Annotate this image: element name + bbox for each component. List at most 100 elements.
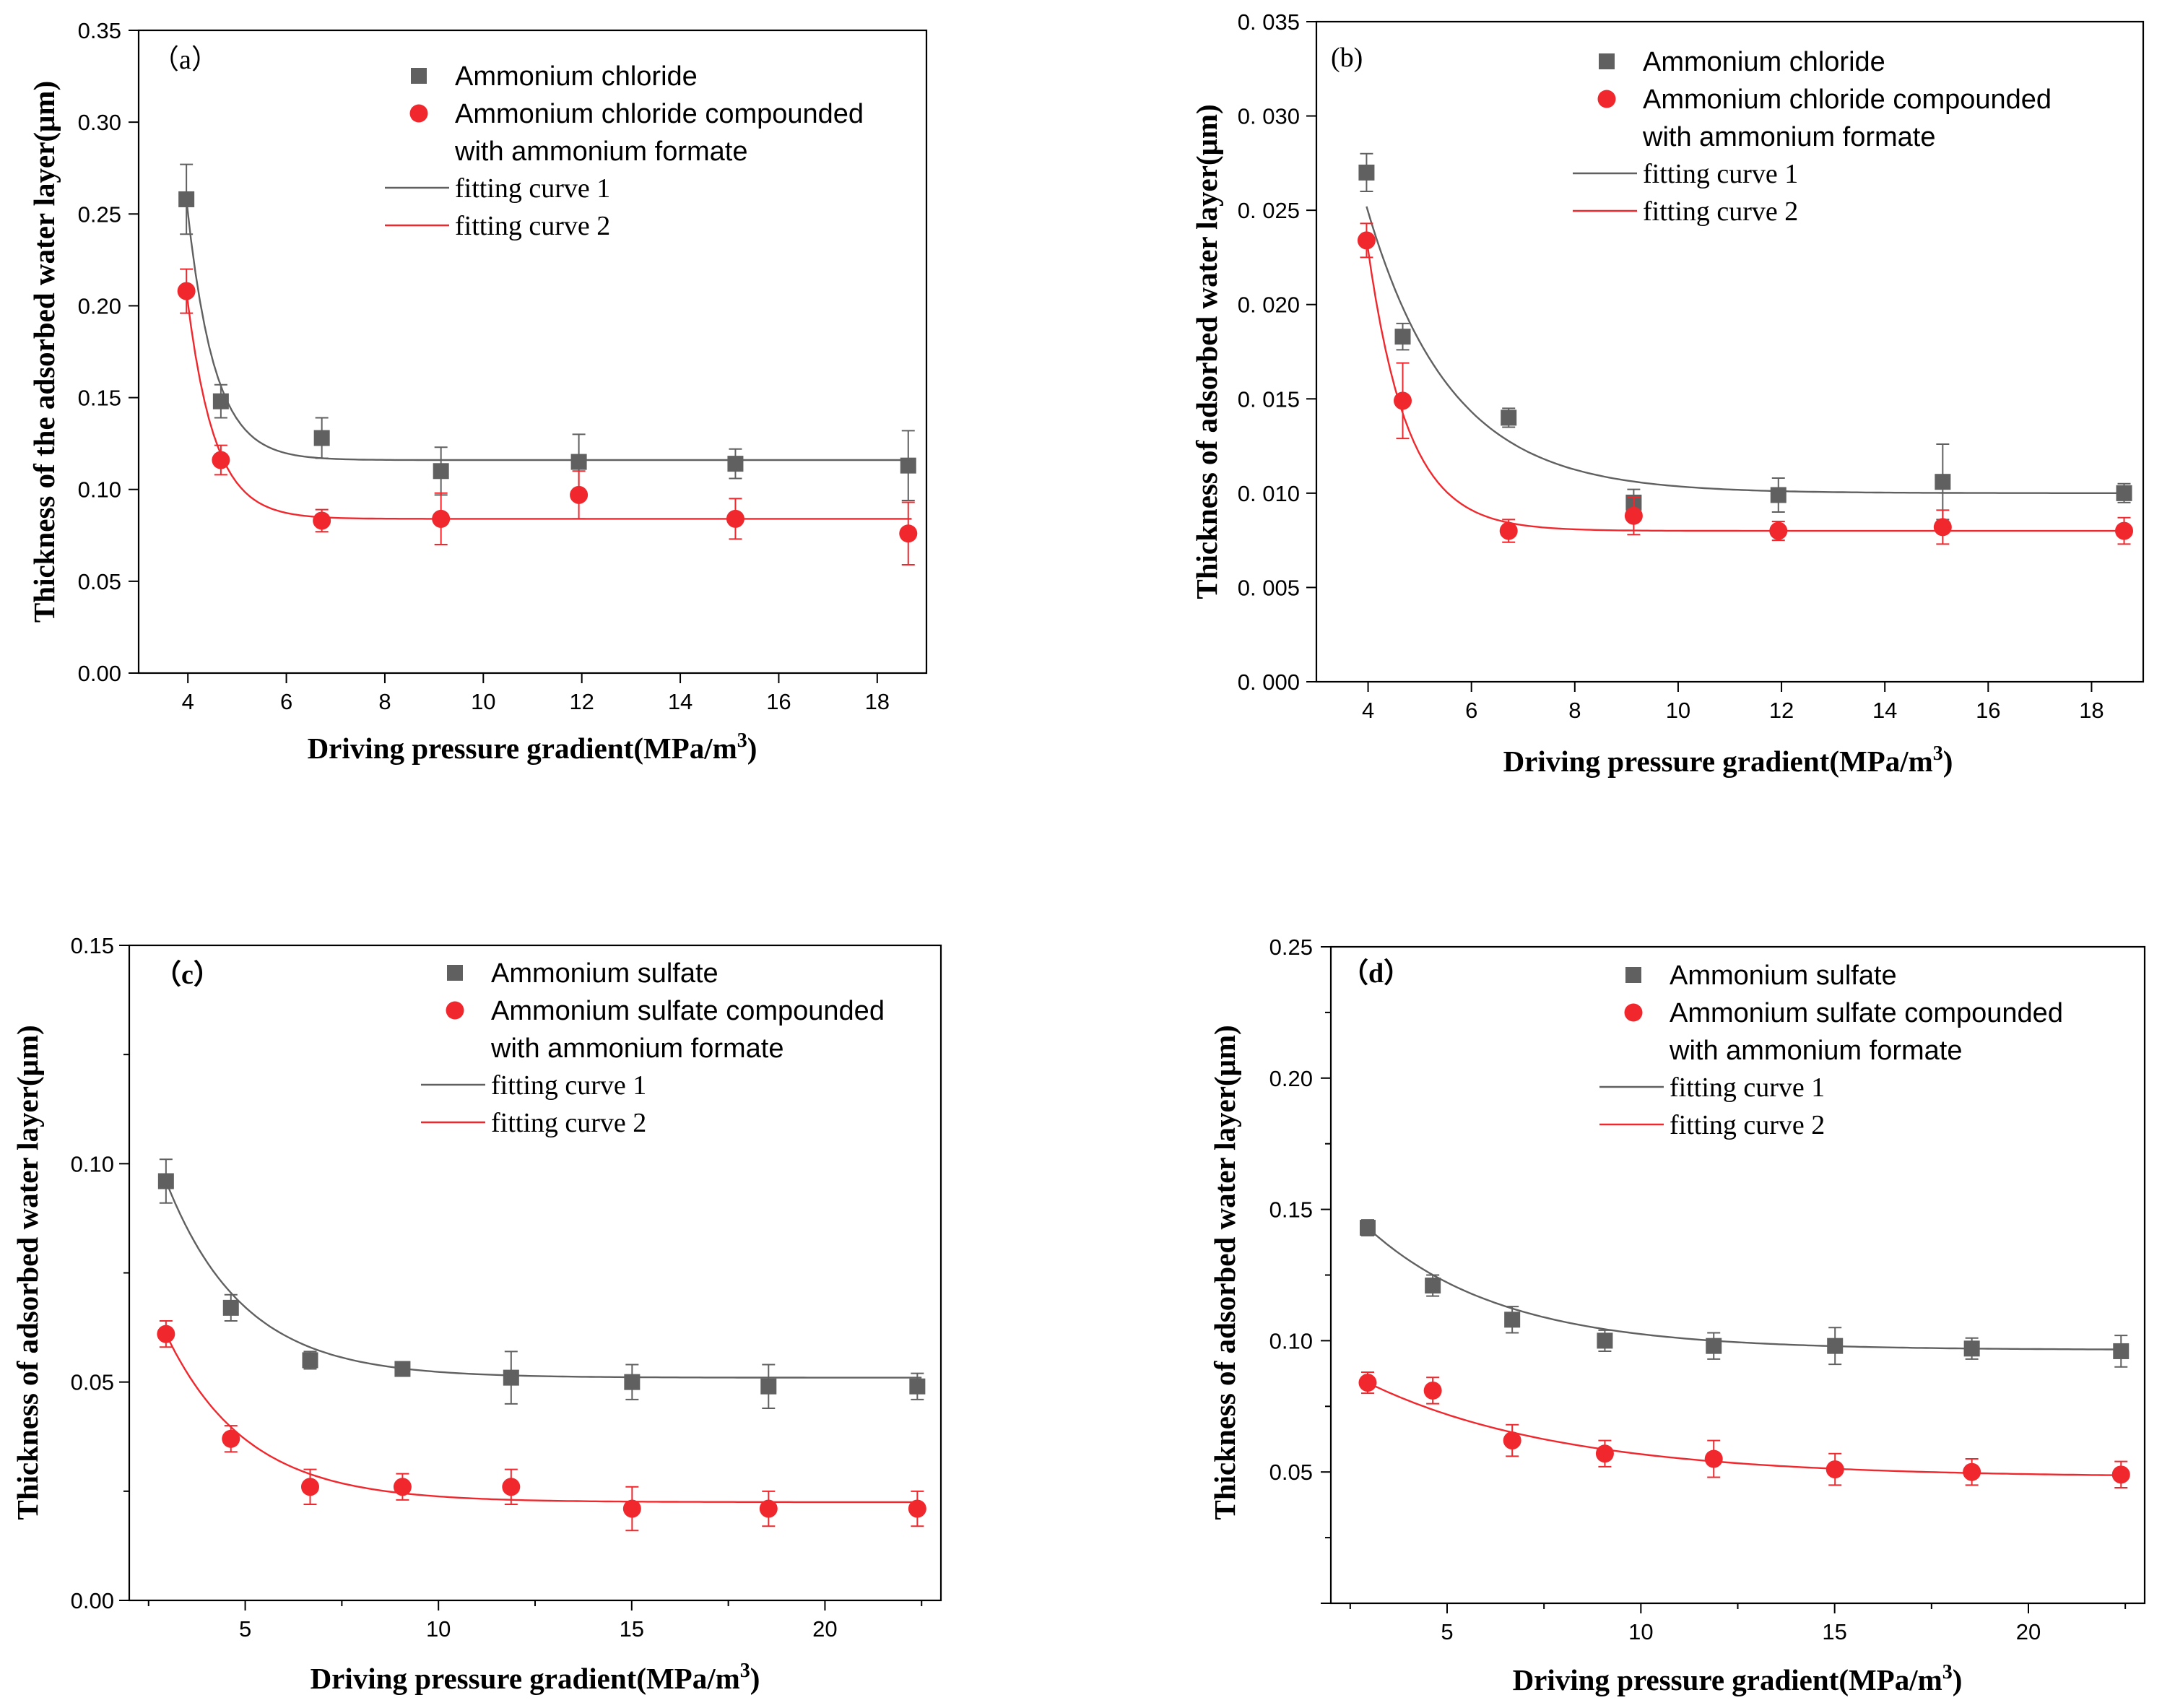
x-tick-label: 5 — [239, 1616, 251, 1642]
panel-d: 5 10 15 20 0.05 0.10 0.15 0.20 0.25 Ammonium sulf… — [1208, 935, 2146, 1696]
x-tick-label: 14 — [668, 689, 693, 714]
data-point-square — [2116, 485, 2132, 501]
y-axis-title: Thickness of adsorbed water layer(μm) — [11, 1025, 44, 1520]
y-tick-label: 0.30 — [78, 110, 121, 135]
data-point-square — [900, 457, 916, 474]
data-point-square — [1706, 1338, 1722, 1354]
data-point-circle — [1595, 1444, 1614, 1463]
data-point-circle — [759, 1499, 778, 1518]
x-axis-title-end: ) — [1953, 1663, 1963, 1696]
data-point-square — [760, 1378, 777, 1395]
x-tick-label: 16 — [1976, 698, 2000, 723]
data-point-square — [178, 191, 195, 207]
data-point-square — [1394, 329, 1411, 345]
data-point-circle — [1394, 391, 1412, 410]
x-tick-label: 18 — [2079, 698, 2104, 723]
y-tick-label: 0.00 — [78, 661, 121, 686]
panel-label: （a） — [152, 45, 219, 75]
data-point-square — [222, 1299, 239, 1316]
panel-a: 4 6 8 10 12 14 16 18 0.00 0.05 0.10 0.15 0.20 0.25 0.3… — [27, 18, 928, 765]
y-tick-label: 0.05 — [1269, 1460, 1313, 1485]
data-point-circle — [1499, 521, 1518, 540]
data-point-circle — [1704, 1449, 1723, 1468]
y-tick-label: 0. 030 — [1238, 104, 1300, 129]
data-point-square — [503, 1369, 519, 1386]
legend-label-series-2: Ammonium sulfate compounded — [1670, 998, 2063, 1028]
data-point-square — [1359, 1220, 1376, 1236]
fitting-curve-1 — [165, 1181, 922, 1379]
x-tick-label: 16 — [766, 689, 791, 714]
data-point-circle — [1358, 1374, 1377, 1392]
data-point-square — [212, 393, 229, 409]
fitting-curve-1 — [1367, 1227, 2126, 1351]
data-point-circle — [1503, 1431, 1521, 1450]
fitting-curve-2 — [185, 290, 912, 520]
data-point-square — [1597, 1332, 1613, 1349]
data-point-circle — [300, 1478, 319, 1496]
data-point-square — [624, 1374, 641, 1390]
data-point-square — [2113, 1343, 2130, 1359]
data-point-circle — [432, 509, 451, 528]
x-axis-title-superscript: 3 — [740, 1660, 750, 1682]
x-axis-title-end: ) — [747, 732, 757, 765]
y-tick-label: 0. 005 — [1238, 575, 1300, 600]
y-axis-title: Thickness of the adsorbed water layer(μm… — [27, 81, 61, 623]
y-tick-label: 0. 025 — [1238, 198, 1300, 223]
data-point-circle — [726, 509, 744, 528]
x-tick-label: 20 — [812, 1616, 837, 1642]
data-point-circle — [570, 485, 589, 504]
y-axis-title: Thickness of adsorbed water layer(μm) — [1190, 104, 1223, 599]
data-point-square — [1935, 474, 1951, 490]
fitting-curve-2 — [1367, 1382, 2126, 1476]
x-axis-title-superscript: 3 — [1933, 742, 1943, 765]
legend-label-fit-2: fitting curve 2 — [1670, 1110, 1825, 1140]
legend-marker-circle — [409, 104, 428, 123]
data-point-square — [433, 463, 449, 480]
data-point-circle — [157, 1325, 175, 1343]
data-point-circle — [1357, 231, 1376, 250]
data-point-circle — [1769, 521, 1788, 540]
plot-frame — [1315, 20, 2145, 683]
x-axis-title-main: Driving pressure gradient(MPa/m — [1513, 1663, 1942, 1696]
fitting-curve-2 — [1366, 238, 2128, 532]
data-point-circle — [2115, 521, 2134, 540]
data-point-square — [727, 456, 744, 472]
legend-label-series-1: Ammonium chloride — [455, 61, 698, 92]
data-point-square — [1504, 1312, 1521, 1328]
data-point-square — [1358, 164, 1375, 181]
legend-marker-square — [447, 965, 463, 981]
data-point-square — [302, 1352, 318, 1369]
legend-label-series-2-line-2: with ammonium formate — [454, 136, 747, 167]
panel-label: (b) — [1331, 43, 1363, 73]
x-axis-title: Driving pressure gradient(MPa/m3) — [1503, 742, 1953, 778]
y-tick-label: 0. 010 — [1238, 481, 1300, 506]
x-tick-label: 18 — [865, 689, 890, 714]
data-point-circle — [1423, 1381, 1442, 1400]
y-tick-label: 0.20 — [78, 293, 121, 318]
x-axis-title-superscript: 3 — [1942, 1661, 1953, 1683]
data-point-square — [909, 1378, 926, 1395]
x-tick-label: 14 — [1872, 698, 1897, 723]
x-tick-label: 8 — [1568, 698, 1581, 723]
panel-label: （c） — [154, 960, 221, 990]
data-point-square — [570, 454, 587, 470]
x-tick-label: 6 — [280, 689, 292, 714]
legend-label-series-2: Ammonium chloride compounded — [1643, 84, 2052, 115]
legend-label-series-1: Ammonium chloride — [1643, 47, 1885, 77]
y-tick-label: 0.25 — [78, 201, 121, 227]
x-axis-title: Driving pressure gradient(MPa/m3) — [308, 729, 757, 765]
fitting-curve-2 — [165, 1333, 922, 1504]
y-tick-label: 0. 020 — [1238, 292, 1300, 318]
legend-marker-square — [411, 68, 427, 84]
legend-marker-circle — [1624, 1003, 1643, 1022]
fitting-curve-1 — [1366, 206, 2128, 494]
legend-label-series-2-line-2: with ammonium formate — [1669, 1036, 1962, 1066]
x-axis-title-end: ) — [1943, 745, 1953, 778]
legend-label-series-1: Ammonium sulfate — [1670, 961, 1897, 991]
legend-marker-square — [1599, 53, 1615, 69]
data-point-circle — [899, 524, 918, 543]
x-tick-label: 15 — [620, 1616, 644, 1642]
y-tick-label: 0.20 — [1269, 1066, 1313, 1091]
legend-label-series-2: Ammonium chloride compounded — [455, 99, 864, 129]
